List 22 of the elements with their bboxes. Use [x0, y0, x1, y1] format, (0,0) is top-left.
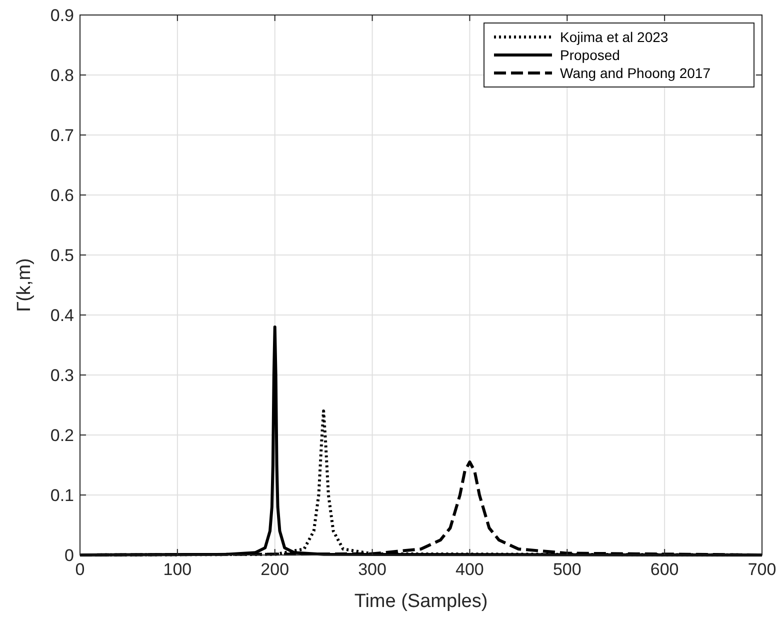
x-tick-label: 100 — [163, 560, 192, 579]
x-axis-title: Time (Samples) — [354, 591, 488, 612]
y-axis-title: Γ(k,m) — [14, 258, 35, 312]
y-tick-label: 0.8 — [50, 66, 74, 85]
y-tick-label: 0 — [64, 546, 74, 565]
y-tick-label: 0.1 — [50, 486, 74, 505]
y-tick-label: 0.9 — [50, 6, 74, 25]
x-tick-label: 400 — [456, 560, 484, 579]
legend-label: Wang and Phoong 2017 — [560, 65, 711, 81]
y-tick-label: 0.7 — [50, 126, 74, 145]
x-tick-label: 200 — [260, 560, 290, 579]
y-tick-label: 0.6 — [50, 186, 74, 205]
x-tick-label: 700 — [748, 560, 776, 579]
x-tick-label: 500 — [552, 560, 582, 579]
x-tick-label: 300 — [358, 560, 386, 579]
y-tick-label: 0.3 — [50, 366, 74, 385]
legend-label: Kojima et al 2023 — [560, 29, 668, 45]
legend-label: Proposed — [560, 47, 620, 63]
y-tick-label: 0.2 — [50, 426, 74, 445]
y-tick-label: 0.5 — [50, 246, 74, 265]
x-tick-label: 600 — [650, 560, 679, 579]
y-tick-label: 0.4 — [50, 306, 74, 325]
